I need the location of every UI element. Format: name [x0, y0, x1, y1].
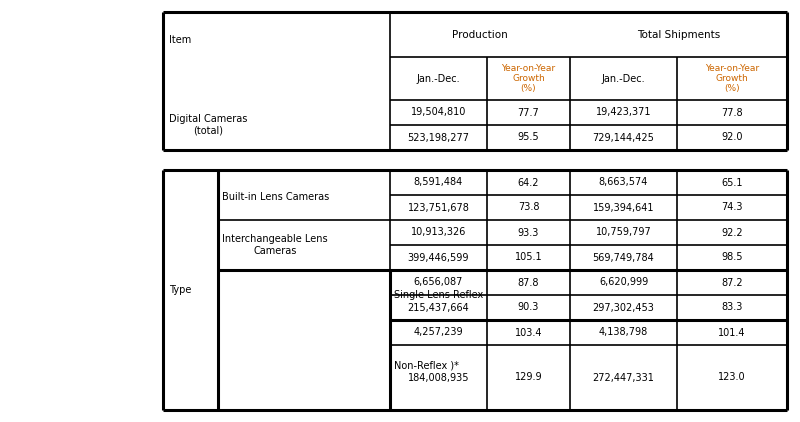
Text: 19,423,371: 19,423,371	[596, 108, 651, 117]
Text: Built-in Lens Cameras: Built-in Lens Cameras	[222, 192, 330, 202]
Text: Jan.-Dec.: Jan.-Dec.	[417, 73, 460, 84]
Text: 19,504,810: 19,504,810	[411, 108, 466, 117]
Text: 73.8: 73.8	[518, 203, 539, 213]
Text: 83.3: 83.3	[722, 303, 742, 313]
Text: 77.7: 77.7	[518, 108, 539, 117]
Text: 103.4: 103.4	[514, 327, 542, 338]
Text: 123.0: 123.0	[718, 373, 746, 382]
Text: 4,257,239: 4,257,239	[414, 327, 463, 338]
Text: 729,144,425: 729,144,425	[593, 133, 654, 143]
Text: Total Shipments: Total Shipments	[637, 30, 720, 40]
Text: 523,198,277: 523,198,277	[407, 133, 470, 143]
Text: 65.1: 65.1	[722, 178, 742, 187]
Text: Interchangeable Lens
Cameras: Interchangeable Lens Cameras	[222, 234, 328, 256]
Text: 93.3: 93.3	[518, 227, 539, 238]
Text: Non-Reflex )*: Non-Reflex )*	[394, 360, 459, 370]
Text: Production: Production	[452, 30, 508, 40]
Text: 10,759,797: 10,759,797	[596, 227, 651, 238]
Text: Year-on-Year
Growth
(%): Year-on-Year Growth (%)	[705, 64, 759, 93]
Text: 6,620,999: 6,620,999	[599, 278, 648, 287]
Text: 272,447,331: 272,447,331	[593, 373, 654, 382]
Text: Item: Item	[169, 35, 191, 45]
Text: Jan.-Dec.: Jan.-Dec.	[602, 73, 646, 84]
Text: 159,394,641: 159,394,641	[593, 203, 654, 213]
Text: 399,446,599: 399,446,599	[408, 252, 470, 262]
Text: 74.3: 74.3	[722, 203, 742, 213]
Text: 569,749,784: 569,749,784	[593, 252, 654, 262]
Text: 92.0: 92.0	[722, 133, 742, 143]
Text: 77.8: 77.8	[721, 108, 743, 117]
Text: 123,751,678: 123,751,678	[407, 203, 470, 213]
Text: 6,656,087: 6,656,087	[414, 278, 463, 287]
Text: 8,591,484: 8,591,484	[414, 178, 463, 187]
Text: 87.2: 87.2	[721, 278, 743, 287]
Text: 101.4: 101.4	[718, 327, 746, 338]
Text: 98.5: 98.5	[722, 252, 742, 262]
Text: Digital Cameras
(total): Digital Cameras (total)	[169, 114, 247, 136]
Text: Single Lens Reflex: Single Lens Reflex	[394, 290, 483, 300]
Text: 4,138,798: 4,138,798	[599, 327, 648, 338]
Text: 129.9: 129.9	[514, 373, 542, 382]
Text: 184,008,935: 184,008,935	[408, 373, 470, 382]
Text: 297,302,453: 297,302,453	[593, 303, 654, 313]
Text: 8,663,574: 8,663,574	[599, 178, 648, 187]
Text: 64.2: 64.2	[518, 178, 539, 187]
Text: 10,913,326: 10,913,326	[411, 227, 466, 238]
Text: 92.2: 92.2	[721, 227, 743, 238]
Text: Year-on-Year
Growth
(%): Year-on-Year Growth (%)	[502, 64, 555, 93]
Text: 95.5: 95.5	[518, 133, 539, 143]
Text: Type: Type	[169, 285, 191, 295]
Text: 215,437,664: 215,437,664	[408, 303, 470, 313]
Text: 105.1: 105.1	[514, 252, 542, 262]
Text: 87.8: 87.8	[518, 278, 539, 287]
Text: 90.3: 90.3	[518, 303, 539, 313]
